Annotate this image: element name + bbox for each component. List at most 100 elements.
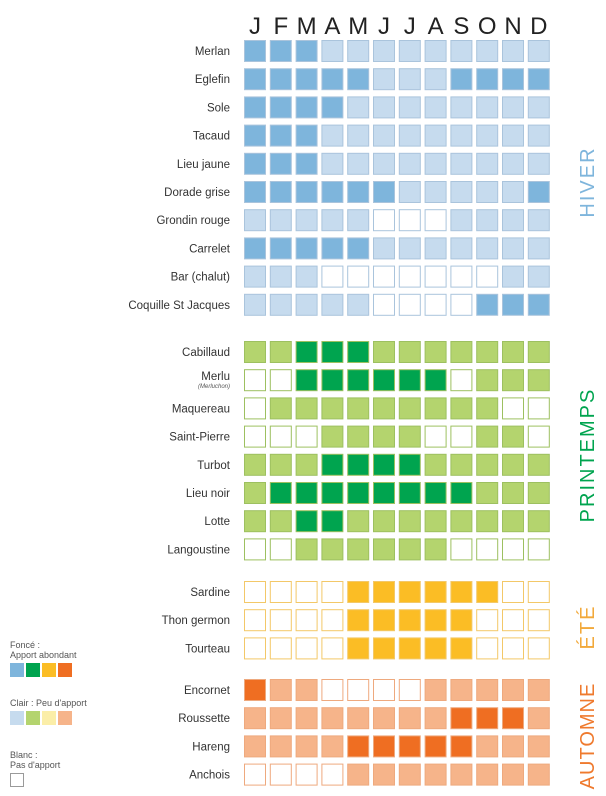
species-label: Anchois — [189, 770, 230, 782]
season-label: HIVER — [577, 146, 599, 217]
calendar-cell — [398, 96, 421, 119]
calendar-cell — [502, 68, 524, 91]
calendar-cell — [527, 152, 550, 175]
calendar-cell — [424, 679, 447, 701]
calendar-cell — [347, 397, 370, 420]
calendar-cell — [269, 538, 292, 561]
calendar-cell — [424, 209, 447, 232]
calendar-cell — [295, 609, 318, 632]
calendar-cell — [347, 637, 370, 660]
calendar-cell — [269, 397, 292, 420]
calendar-cell — [295, 763, 318, 786]
calendar-cell — [476, 453, 499, 476]
calendar-cell — [269, 341, 292, 363]
calendar-cell — [476, 265, 499, 288]
calendar-cell — [269, 237, 292, 260]
calendar-cell — [527, 124, 550, 147]
calendar-cell — [450, 425, 473, 448]
calendar-cell — [295, 679, 318, 701]
species-label: Merlu — [201, 371, 230, 383]
calendar-cell — [450, 265, 473, 288]
calendar-cell — [424, 735, 447, 758]
calendar-cell — [476, 237, 499, 260]
month-header: J — [404, 13, 416, 40]
legend-light-swatch — [58, 711, 72, 725]
calendar-cell — [424, 581, 447, 603]
calendar-cell — [398, 707, 421, 730]
calendar-cell — [244, 152, 266, 175]
calendar-cell — [347, 293, 370, 316]
legend-white-title: Blanc : — [10, 750, 38, 760]
calendar-cell — [244, 397, 266, 420]
calendar-cell — [527, 482, 550, 504]
calendar-cell — [527, 237, 550, 260]
calendar-cell — [244, 369, 266, 392]
calendar-cell — [295, 237, 318, 260]
calendar-cell — [476, 181, 499, 203]
calendar-cell — [269, 609, 292, 632]
calendar-cell — [373, 763, 395, 786]
calendar-cell — [527, 68, 550, 91]
calendar-cell — [269, 40, 292, 62]
calendar-cell — [476, 124, 499, 147]
calendar-cell — [373, 581, 395, 603]
calendar-cell — [347, 40, 370, 62]
calendar-cell — [398, 237, 421, 260]
calendar-cell — [476, 68, 499, 91]
calendar-cell — [244, 237, 266, 260]
calendar-cell — [476, 538, 499, 561]
legend-dark-swatches — [10, 663, 100, 677]
month-header: J — [378, 13, 390, 40]
legend-dark: Foncé : Apport abondant — [10, 640, 100, 677]
species-label: Tourteau — [185, 643, 230, 655]
calendar-cell — [373, 152, 395, 175]
legend-dark-title: Foncé : — [10, 640, 41, 650]
calendar-cell — [398, 482, 421, 504]
species-label: Maquereau — [172, 403, 230, 415]
calendar-cell — [450, 341, 473, 363]
species-label: Lieu jaune — [177, 159, 230, 171]
month-header: A — [324, 13, 340, 40]
calendar-cell — [244, 679, 266, 701]
calendar-cell — [269, 453, 292, 476]
calendar-cell — [450, 181, 473, 203]
calendar-cell — [476, 637, 499, 660]
calendar-cell — [347, 124, 370, 147]
legend-white: Blanc : Pas d'apport — [10, 750, 100, 787]
calendar-cell — [502, 40, 524, 62]
calendar-cell — [476, 209, 499, 232]
species-sublabel: (Merluchon) — [198, 384, 230, 390]
legend-dark-swatch — [10, 663, 24, 677]
calendar-cell — [527, 581, 550, 603]
calendar-cell — [450, 679, 473, 701]
calendar-cell — [321, 68, 344, 91]
calendar-cell — [321, 181, 344, 203]
month-header: F — [273, 13, 288, 40]
calendar-cell — [347, 581, 370, 603]
calendar-cell — [450, 482, 473, 504]
calendar-cell — [295, 453, 318, 476]
calendar-cell — [269, 68, 292, 91]
calendar-cell — [502, 341, 524, 363]
calendar-cell — [373, 482, 395, 504]
calendar-cell — [373, 341, 395, 363]
calendar-cell — [244, 581, 266, 603]
calendar-cell — [295, 152, 318, 175]
calendar-cell — [269, 293, 292, 316]
calendar-cell — [424, 96, 447, 119]
calendar-cell — [450, 369, 473, 392]
calendar-cell — [295, 581, 318, 603]
species-label: Sardine — [190, 587, 230, 599]
calendar-cell — [347, 735, 370, 758]
calendar-cell — [398, 181, 421, 203]
calendar-cell — [244, 510, 266, 533]
calendar-cell — [424, 397, 447, 420]
calendar-cell — [527, 425, 550, 448]
calendar-cell — [424, 293, 447, 316]
calendar-cell — [450, 68, 473, 91]
calendar-cell — [424, 425, 447, 448]
calendar-cell — [398, 341, 421, 363]
species-label: Cabillaud — [182, 347, 230, 359]
calendar-cell — [476, 679, 499, 701]
